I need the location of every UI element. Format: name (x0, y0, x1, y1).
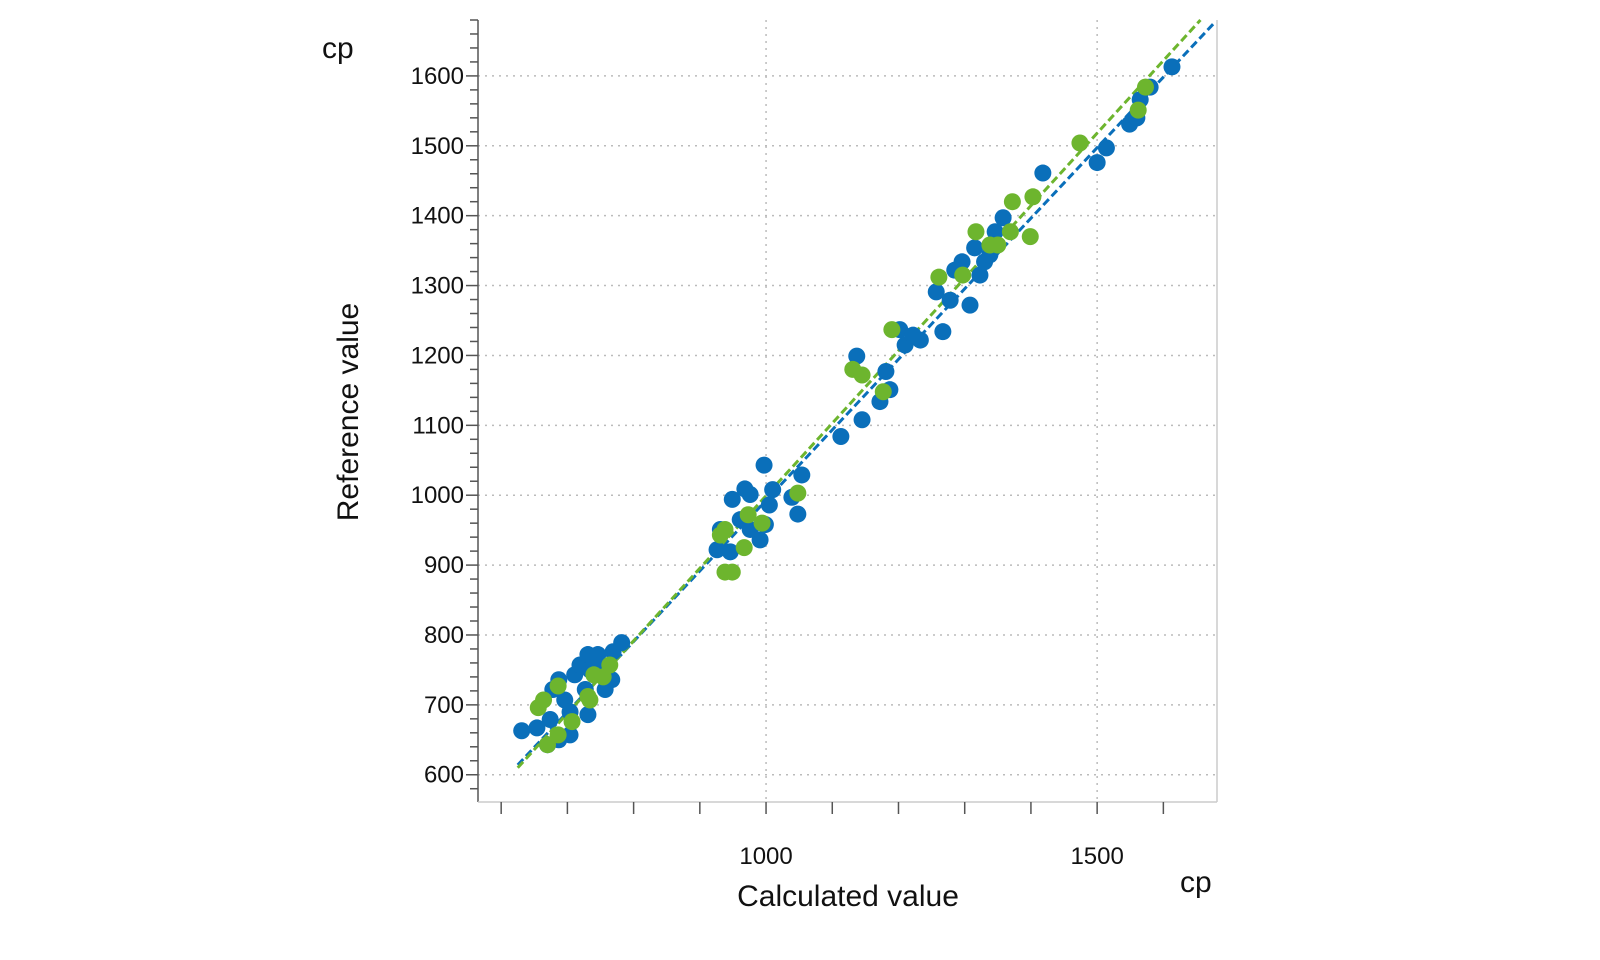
data-point (911, 331, 929, 349)
data-point (927, 283, 945, 301)
y-tick-label: 800 (424, 622, 464, 649)
data-point (723, 563, 741, 581)
data-point (760, 496, 778, 514)
axes (466, 19, 1218, 814)
data-point (721, 543, 739, 561)
y-tick-label: 600 (424, 762, 464, 789)
data-point (853, 366, 871, 384)
data-point (741, 486, 759, 504)
data-point (832, 428, 850, 446)
data-point (1034, 164, 1052, 182)
data-point (966, 239, 984, 257)
data-point (535, 691, 553, 709)
data-point (601, 656, 619, 674)
data-point (735, 539, 753, 557)
data-point (853, 411, 871, 429)
data-point (755, 456, 773, 474)
data-point (579, 706, 597, 724)
data-point (789, 505, 807, 523)
data-point (541, 711, 559, 729)
data-point (793, 466, 811, 484)
data-point (563, 713, 581, 731)
y-tick-label: 1000 (411, 482, 464, 509)
data-point (883, 321, 901, 339)
data-point (1136, 78, 1154, 96)
y-tick-label: 1500 (411, 133, 464, 160)
tick-labels: 600 700 800 900 1000 1100 1200 1300 1400 1500 1600… (411, 63, 1124, 870)
data-point (1071, 134, 1089, 152)
data-point (953, 253, 971, 271)
y-axis-title: Reference value (332, 303, 365, 521)
y-tick-label: 1400 (411, 203, 464, 230)
data-point (1024, 188, 1042, 206)
x-tick-label: 1500 (1070, 843, 1123, 870)
data-point (1088, 154, 1106, 172)
data-point (528, 719, 546, 737)
data-point (954, 266, 972, 284)
data-point (716, 520, 734, 538)
x-unit-label: cp (1180, 866, 1212, 899)
data-point (1163, 58, 1181, 76)
y-tick-label: 1200 (411, 342, 464, 369)
data-point (967, 223, 985, 241)
grid (478, 20, 1217, 802)
data-point (1129, 101, 1147, 119)
data-point (934, 323, 952, 341)
y-tick-label: 1300 (411, 273, 464, 300)
y-unit-label: cp (322, 32, 354, 65)
data-point (848, 347, 866, 365)
data-point (1021, 228, 1039, 246)
data-point (989, 236, 1007, 254)
data-point (561, 726, 579, 744)
data-point (961, 296, 979, 314)
data-point (877, 363, 895, 381)
data-point (613, 634, 631, 652)
data-point (874, 383, 892, 401)
data-point (930, 268, 948, 286)
data-point (1003, 193, 1021, 211)
data-point (986, 223, 1004, 241)
data-point (1001, 223, 1019, 241)
fit-lines (516, 18, 1217, 769)
y-tick-label: 1100 (412, 412, 464, 439)
data-point (708, 541, 726, 559)
y-tick-label: 1600 (411, 63, 464, 90)
data-point (789, 484, 807, 502)
data-point (739, 506, 757, 524)
data-point (579, 687, 597, 705)
data-point (753, 514, 771, 532)
data-point (764, 481, 782, 499)
y-tick-label: 700 (424, 692, 464, 719)
data-point (723, 490, 741, 508)
data-point (1097, 139, 1115, 157)
data-point (994, 209, 1012, 227)
data-point (513, 722, 531, 740)
x-axis-title: Calculated value (737, 880, 959, 913)
x-tick-label: 1000 (739, 843, 792, 870)
data-point (941, 291, 959, 309)
data-point (971, 266, 989, 284)
data-point (549, 677, 567, 695)
data-point (549, 726, 567, 744)
y-tick-label: 900 (424, 552, 464, 579)
regression-line (516, 21, 1217, 766)
data-points (513, 58, 1181, 754)
